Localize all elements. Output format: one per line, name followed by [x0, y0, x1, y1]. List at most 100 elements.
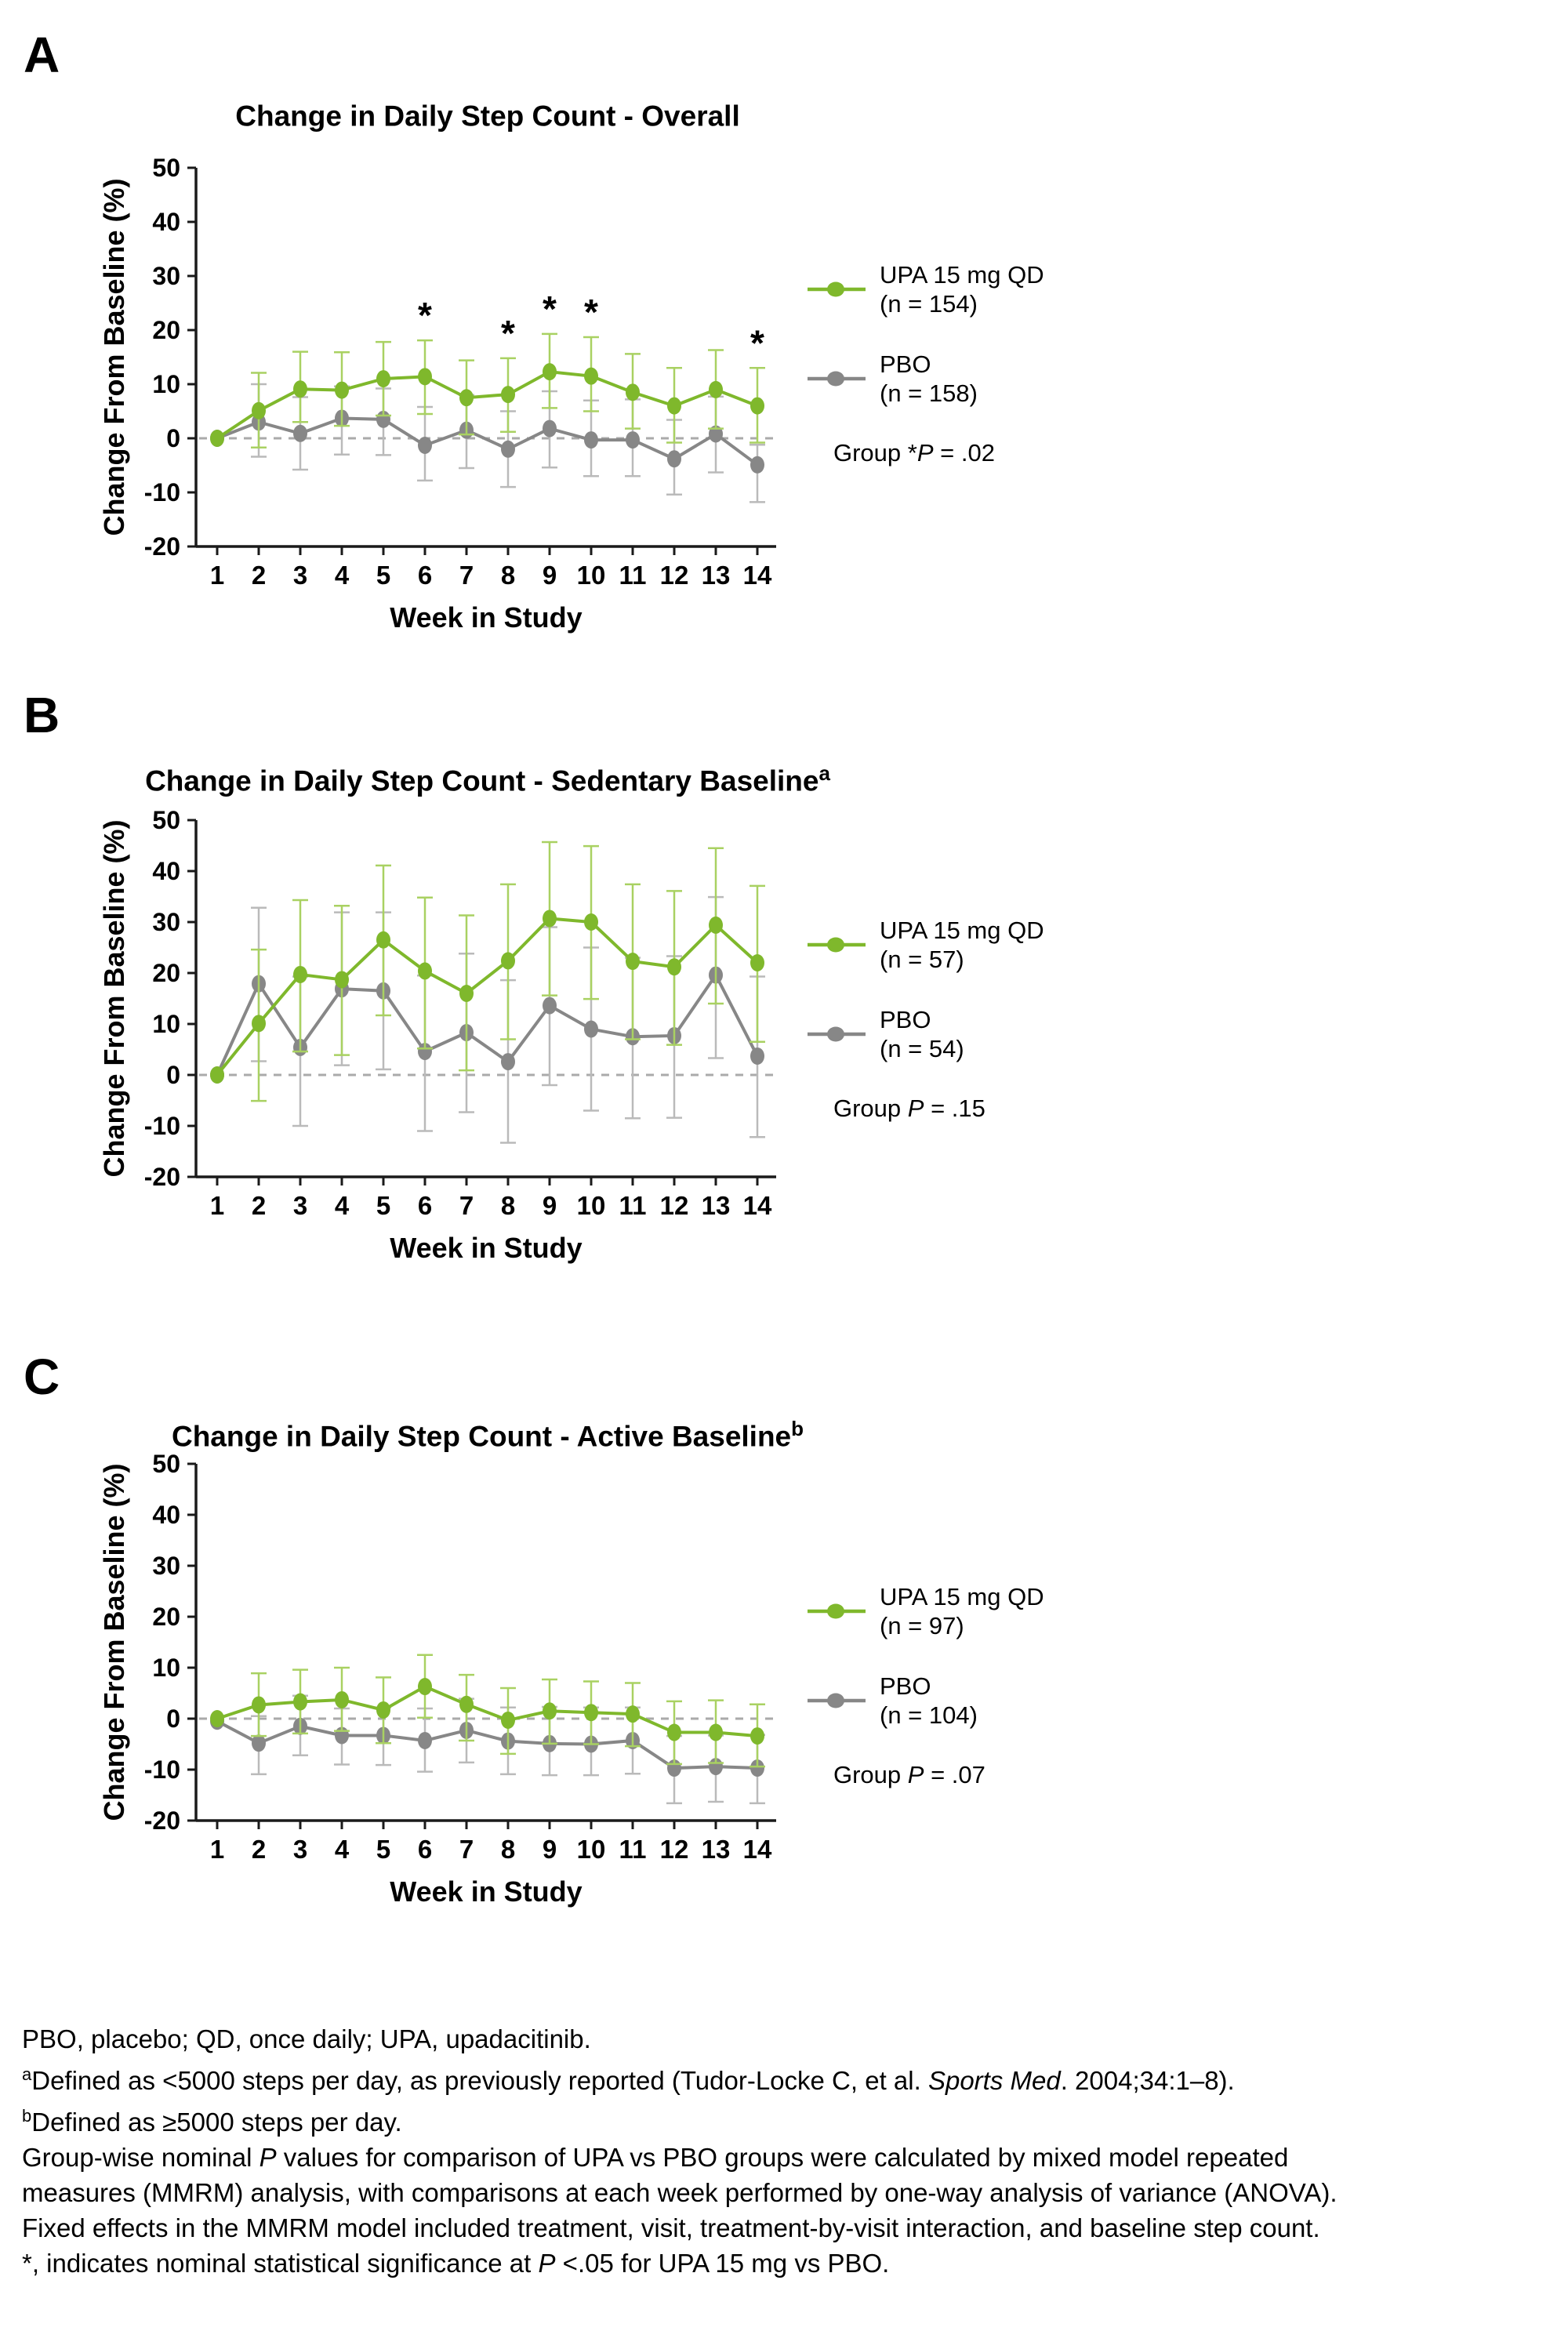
- pbo-series-marker-icon: [808, 1026, 866, 1042]
- data-point-marker: [418, 1731, 432, 1749]
- panel-a-title: Change in Daily Step Count - Overall: [96, 91, 880, 133]
- data-point-marker: [626, 431, 640, 449]
- legend-n-pbo: (n = 54): [880, 1035, 964, 1062]
- group-p-value: Group *P = .02: [833, 439, 995, 467]
- y-tick-label: 20: [152, 316, 180, 344]
- data-point-marker: [667, 397, 681, 415]
- legend-text: UPA 15 mg QD (n = 154): [880, 260, 1044, 318]
- x-tick-label: 5: [376, 1191, 390, 1220]
- data-point-marker: [376, 370, 390, 388]
- y-tick-label: 0: [166, 424, 180, 452]
- y-axis-title: Change From Baseline (%): [98, 1463, 130, 1821]
- y-tick-label: 30: [152, 1552, 180, 1580]
- significance-asterisk: *: [501, 313, 515, 354]
- data-point-marker: [667, 450, 681, 468]
- x-tick-label: 8: [501, 1835, 515, 1864]
- y-tick-label: 40: [152, 1501, 180, 1529]
- x-tick-label: 9: [543, 1835, 557, 1864]
- x-tick-label: 6: [418, 561, 432, 590]
- footnote-asterisk: *, indicates nominal statistical signifi…: [22, 2249, 890, 2278]
- data-point-marker: [459, 1695, 474, 1713]
- x-tick-label: 5: [376, 561, 390, 590]
- legend-item-pbo: PBO (n = 158): [806, 350, 1245, 408]
- footnote-a: aDefined as <5000 steps per day, as prev…: [22, 2064, 1235, 2095]
- x-tick-label: 8: [501, 1191, 515, 1220]
- data-point-marker: [709, 1723, 723, 1741]
- y-tick-label: 50: [152, 1450, 180, 1478]
- x-tick-label: 11: [619, 1191, 647, 1220]
- y-tick-label: -20: [144, 1806, 180, 1835]
- data-point-marker: [459, 985, 474, 1002]
- data-point-marker: [418, 962, 432, 980]
- y-axis-title: Change From Baseline (%): [98, 178, 130, 536]
- x-tick-label: 6: [418, 1835, 432, 1864]
- y-tick-label: 40: [152, 208, 180, 236]
- significance-asterisk: *: [584, 292, 598, 332]
- data-point-marker: [667, 1723, 681, 1741]
- data-point-marker: [376, 1701, 390, 1719]
- legend-label-pbo: PBO: [880, 1672, 931, 1700]
- data-point-marker: [543, 910, 557, 928]
- data-point-marker: [750, 1759, 764, 1777]
- x-axis-title: Week in Study: [390, 601, 582, 634]
- legend-item-pbo: PBO (n = 54): [806, 1005, 1245, 1063]
- y-tick-label: 50: [152, 806, 180, 834]
- panel-c-letter: C: [24, 1349, 60, 1405]
- x-tick-label: 4: [335, 561, 350, 590]
- pbo-series-marker-icon: [808, 1693, 866, 1708]
- x-tick-label: 5: [376, 1835, 390, 1864]
- panel-b-title-text: Change in Daily Step Count - Sedentary B…: [145, 764, 819, 797]
- x-tick-label: 1: [210, 1835, 224, 1864]
- panel-a-letter: A: [24, 27, 60, 83]
- legend-n-pbo: (n = 104): [880, 1701, 978, 1729]
- x-tick-label: 10: [577, 1835, 606, 1864]
- data-point-marker: [293, 965, 307, 983]
- data-point-marker: [210, 1710, 224, 1727]
- legend-marker-dot: [827, 1693, 844, 1708]
- data-point-marker: [210, 430, 224, 447]
- y-tick-label: -10: [144, 1112, 180, 1140]
- legend-n-pbo: (n = 158): [880, 379, 978, 407]
- y-tick-label: -10: [144, 1756, 180, 1784]
- data-point-marker: [293, 380, 307, 398]
- x-tick-label: 2: [252, 1835, 266, 1864]
- legend-item-upa: UPA 15 mg QD (n = 154): [806, 260, 1245, 318]
- x-axis-title: Week in Study: [390, 1232, 582, 1264]
- data-point-marker: [750, 1047, 764, 1065]
- y-tick-label: -10: [144, 478, 180, 507]
- legend-marker-dot: [827, 281, 844, 297]
- x-tick-label: 2: [252, 561, 266, 590]
- panel-b-legend: UPA 15 mg QD (n = 57) PBO (n = 54) Group…: [806, 916, 1245, 1123]
- x-tick-label: 6: [418, 1191, 432, 1220]
- x-tick-label: 1: [210, 1191, 224, 1220]
- legend-text: UPA 15 mg QD (n = 97): [880, 1582, 1044, 1640]
- legend-marker-dot: [827, 937, 844, 953]
- legend-item-pbo: PBO (n = 104): [806, 1672, 1245, 1730]
- x-tick-label: 14: [743, 561, 772, 590]
- y-tick-label: 10: [152, 1654, 180, 1682]
- legend-marker-dot: [827, 1603, 844, 1619]
- x-tick-label: 12: [660, 1191, 689, 1220]
- x-tick-label: 3: [293, 1191, 307, 1220]
- x-tick-label: 11: [619, 1835, 647, 1864]
- x-tick-label: 10: [577, 1191, 606, 1220]
- data-point-marker: [543, 363, 557, 381]
- legend-marker-dot: [827, 1026, 844, 1042]
- y-axis-title: Change From Baseline (%): [98, 819, 130, 1177]
- legend-item-upa: UPA 15 mg QD (n = 57): [806, 916, 1245, 974]
- panel-c-title: Change in Daily Step Count - Active Base…: [96, 1411, 880, 1454]
- x-tick-label: 1: [210, 561, 224, 590]
- data-point-marker: [626, 953, 640, 971]
- data-point-marker: [293, 424, 307, 442]
- data-point-marker: [252, 1734, 266, 1752]
- data-point-marker: [543, 419, 557, 438]
- data-point-marker: [501, 386, 515, 404]
- x-tick-label: 10: [577, 561, 606, 590]
- data-point-marker: [418, 1043, 432, 1061]
- y-tick-label: 0: [166, 1705, 180, 1733]
- data-point-marker: [750, 456, 764, 474]
- significance-asterisk: *: [750, 322, 764, 363]
- upa-series-marker-icon: [808, 281, 866, 297]
- data-point-marker: [709, 425, 723, 443]
